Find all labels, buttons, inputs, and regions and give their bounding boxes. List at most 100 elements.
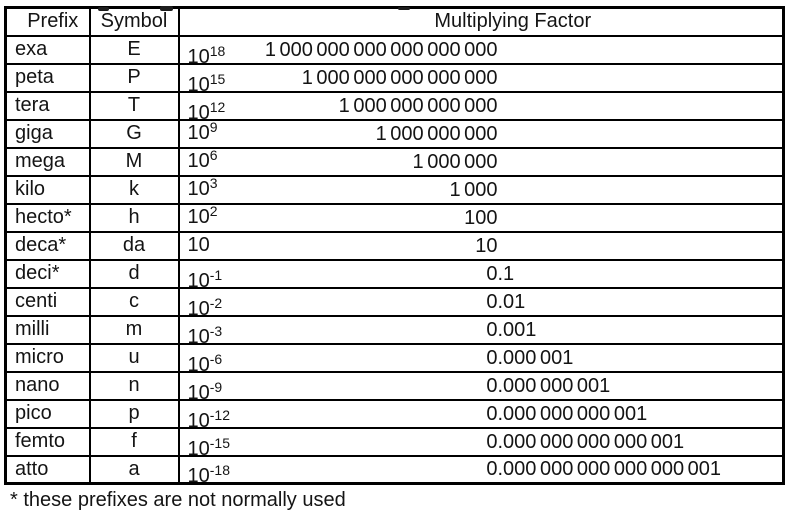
factor-value: 0.1: [180, 262, 783, 286]
factor-value: 0.000 000 001: [180, 374, 783, 398]
cropped-text-fragment: [160, 6, 173, 11]
power-exponent: -9: [209, 378, 223, 395]
cropped-text-fragment: [398, 7, 410, 10]
prefix-label: mega: [15, 150, 66, 172]
power-of-ten: 10: [188, 235, 210, 255]
symbol-cell: G: [88, 118, 180, 149]
factor-integer-part: 1 000 000 000 000 000 000: [264, 38, 498, 61]
table-row: tera T 1012 1 000 000 000 000: [4, 90, 785, 123]
factor-fraction-part: .000 000 001: [497, 374, 611, 397]
symbol-cell: M: [88, 146, 180, 177]
factor-integer-part: 0: [486, 458, 498, 481]
prefix-label: tera: [15, 94, 50, 116]
power-of-ten: 1018: [187, 44, 226, 68]
prefix-cell: atto: [4, 454, 91, 485]
power-exponent: 6: [209, 146, 218, 163]
symbol-cell: P: [88, 62, 180, 93]
symbol-cell: d: [88, 258, 180, 289]
factor-value: 1 000 000: [180, 150, 783, 174]
power-exponent: -18: [209, 462, 230, 478]
power-of-ten: 103: [188, 176, 218, 199]
prefix-cell: deci*: [4, 258, 91, 289]
table-row: exa E 1018 1 000 000 000 000 000 000: [4, 34, 785, 68]
factor-value: 1 000 000 000 000 000 000: [180, 38, 783, 62]
factor-cell: 1015 1 000 000 000 000 000: [177, 62, 785, 95]
prefix-cell: exa: [4, 34, 91, 65]
factor-integer-part: 0: [486, 346, 498, 369]
table-row: hecto* h 102 100: [4, 202, 785, 233]
factor-integer-part: 1 000 000 000: [375, 122, 498, 145]
table-row: nano n 10-9 0.000 000 001: [4, 370, 785, 404]
factor-value: 10: [180, 234, 783, 258]
power-of-ten: 102: [188, 204, 218, 227]
symbol-cell: a: [88, 454, 180, 485]
factor-integer-part: 0: [486, 430, 498, 453]
power-exponent: -1: [209, 266, 223, 283]
factor-integer-part: 0: [486, 402, 498, 425]
factor-cell: 10-15 0.000 000 000 000 001: [177, 426, 785, 459]
prefix-cell: micro: [4, 342, 91, 373]
prefix-cell: centi: [4, 286, 91, 317]
power-of-ten: 10-18: [188, 463, 230, 486]
column-header-prefix: Prefix: [4, 6, 91, 37]
prefix-label: deci*: [15, 262, 60, 284]
factor-fraction-part: .000 000 000 000 001: [497, 430, 685, 453]
factor-integer-part: 1 000: [449, 178, 498, 201]
power-base: 10: [187, 381, 210, 404]
power-base: 10: [187, 409, 210, 432]
table-row: giga G 109 1 000 000 000: [4, 118, 785, 149]
table-row: deci* d 10-1 0.1: [4, 258, 785, 291]
factor-cell: 109 1 000 000 000: [177, 118, 785, 149]
symbol-label: a: [128, 457, 140, 480]
symbol-label: T: [127, 94, 141, 116]
factor-cell: 10-12 0.000 000 000 001: [177, 398, 785, 432]
prefix-label: micro: [15, 346, 64, 368]
prefix-cell: femto: [4, 426, 91, 457]
prefix-label: atto: [15, 457, 49, 480]
power-exponent: -2: [209, 294, 223, 311]
factor-value: 1 000 000 000 000 000: [180, 66, 783, 90]
symbol-label: k: [129, 178, 139, 200]
symbol-label: h: [128, 206, 140, 228]
power-of-ten: 10-9: [187, 380, 223, 404]
table-row: centi c 10-2 0.01: [4, 286, 785, 319]
power-base: 10: [187, 45, 210, 68]
symbol-cell: n: [88, 370, 180, 401]
factor-fraction-part: .000 000 000 001: [497, 402, 648, 425]
factor-integer-part: 0: [486, 290, 498, 313]
factor-value: 1 000: [180, 178, 783, 202]
header-row: Prefix Symbol Multiplying Factor: [4, 6, 785, 37]
prefix-label: giga: [15, 122, 53, 144]
prefix-label: exa: [15, 38, 48, 60]
symbol-label: u: [128, 346, 140, 368]
power-of-ten: 106: [188, 148, 218, 171]
footnote: * these prefixes are not normally used: [10, 489, 346, 511]
prefix-cell: mega: [4, 146, 91, 177]
symbol-label: G: [126, 122, 142, 144]
factor-fraction-part: .000 000 000 000 000 001: [497, 458, 722, 481]
factor-value: 1 000 000 000: [180, 122, 783, 146]
symbol-label: da: [122, 234, 146, 256]
power-exponent: -12: [209, 406, 230, 423]
factor-value: 0.000 000 000 000 001: [180, 430, 783, 454]
table-row: pico p 10-12 0.000 000 000 001: [4, 398, 785, 432]
factor-cell: 10-6 0.000 001: [177, 342, 785, 375]
prefix-label: femto: [15, 430, 66, 452]
factor-cell: 10-18 0.000 000 000 000 000 001: [177, 454, 785, 486]
power-of-ten: 10-3: [188, 324, 223, 347]
factor-cell: 10 10: [177, 230, 785, 261]
symbol-cell: E: [88, 34, 180, 65]
factor-cell: 10-1 0.1: [177, 258, 785, 291]
power-of-ten: 10-12: [187, 408, 230, 432]
symbol-label: n: [128, 374, 140, 396]
symbol-cell: h: [88, 202, 180, 233]
symbol-label: p: [128, 402, 140, 424]
prefix-label: nano: [15, 374, 60, 396]
symbol-label: d: [128, 262, 140, 284]
power-of-ten: 1015: [188, 72, 226, 95]
prefix-cell: kilo: [4, 174, 91, 205]
prefix-cell: nano: [4, 370, 91, 401]
factor-fraction-part: .001: [497, 318, 537, 341]
prefix-cell: deca*: [4, 230, 91, 261]
symbol-cell: c: [88, 286, 180, 317]
